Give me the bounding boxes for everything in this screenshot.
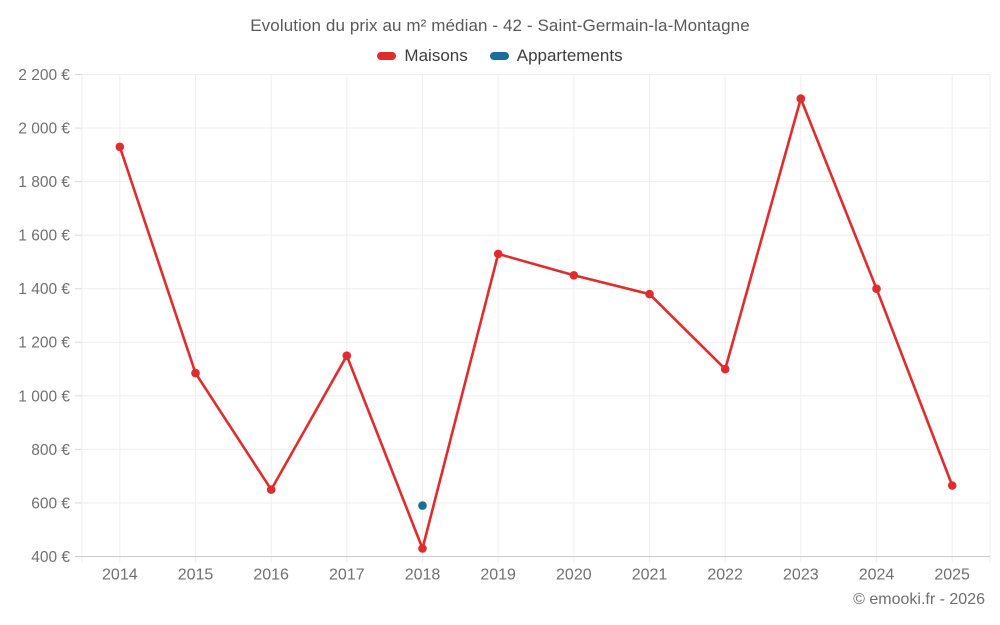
data-point-maisons-2015[interactable] xyxy=(191,368,200,378)
x-tick-label: 2024 xyxy=(859,567,895,584)
chart-title: Evolution du prix au m² médian - 42 - Sa… xyxy=(250,16,750,35)
legend-item-maisons[interactable]: Maisons xyxy=(377,46,468,66)
series-line-maisons xyxy=(118,97,954,550)
maisons-series-swatch-icon xyxy=(377,52,397,60)
data-point-maisons-2014[interactable] xyxy=(115,142,125,152)
series-appartements xyxy=(418,501,427,510)
x-tick-label: 2020 xyxy=(556,567,592,584)
copyright: © emooki.fr - 2026 xyxy=(853,591,985,608)
data-point-appartements-2018[interactable] xyxy=(418,501,427,510)
legend-item-appartements[interactable]: Appartements xyxy=(489,46,623,66)
y-tick-label: 1 400 € xyxy=(18,281,70,298)
y-tick-label: 1 000 € xyxy=(18,388,70,405)
x-tick-label: 2015 xyxy=(178,567,214,584)
x-tick-label: 2017 xyxy=(329,567,365,584)
y-tick-label: 800 € xyxy=(31,442,70,459)
appartements-series-swatch-icon xyxy=(489,52,509,60)
data-point-maisons-2016[interactable] xyxy=(266,485,276,494)
y-tick-label: 600 € xyxy=(31,495,70,512)
data-point-maisons-2019[interactable] xyxy=(493,249,503,259)
y-tick-label: 2 000 € xyxy=(18,120,70,137)
x-tick-label: 2022 xyxy=(707,567,743,584)
data-point-maisons-2021[interactable] xyxy=(645,289,654,299)
data-point-maisons-2018[interactable] xyxy=(418,544,427,553)
x-tick-label: 2021 xyxy=(632,567,668,584)
data-point-maisons-2023[interactable] xyxy=(796,94,806,103)
series-maisons xyxy=(115,94,957,553)
y-tick-label: 1 600 € xyxy=(18,228,70,245)
y-tick-label: 400 € xyxy=(31,549,70,566)
data-point-maisons-2024[interactable] xyxy=(872,284,881,294)
x-tick-label: 2018 xyxy=(405,567,441,584)
y-tick-label: 1 800 € xyxy=(18,174,70,191)
x-axis: 2014 2015 2016 2017 2018 2019 2020 2021 2022 2023… xyxy=(75,74,991,584)
data-point-maisons-2025[interactable] xyxy=(947,481,957,490)
y-axis: 400 € 600 € 800 € 1 000 € 1 200 € 1 400 € 1 60… xyxy=(18,67,990,566)
legend-label-appartements: Appartements xyxy=(516,46,623,65)
x-tick-label: 2014 xyxy=(102,567,138,584)
x-tick-label: 2016 xyxy=(253,567,289,584)
legend-label-maisons: Maisons xyxy=(404,46,468,65)
x-tick-label: 2025 xyxy=(934,567,970,584)
data-point-maisons-2017[interactable] xyxy=(342,351,352,361)
y-tick-label: 1 200 € xyxy=(18,335,70,352)
x-tick-label: 2023 xyxy=(783,567,819,584)
data-point-maisons-2022[interactable] xyxy=(720,364,730,374)
x-tick-label: 2019 xyxy=(480,567,516,584)
y-tick-label: 2 200 € xyxy=(18,67,70,84)
legend: Maisons Appartements xyxy=(0,46,1000,66)
data-point-maisons-2020[interactable] xyxy=(569,271,579,280)
